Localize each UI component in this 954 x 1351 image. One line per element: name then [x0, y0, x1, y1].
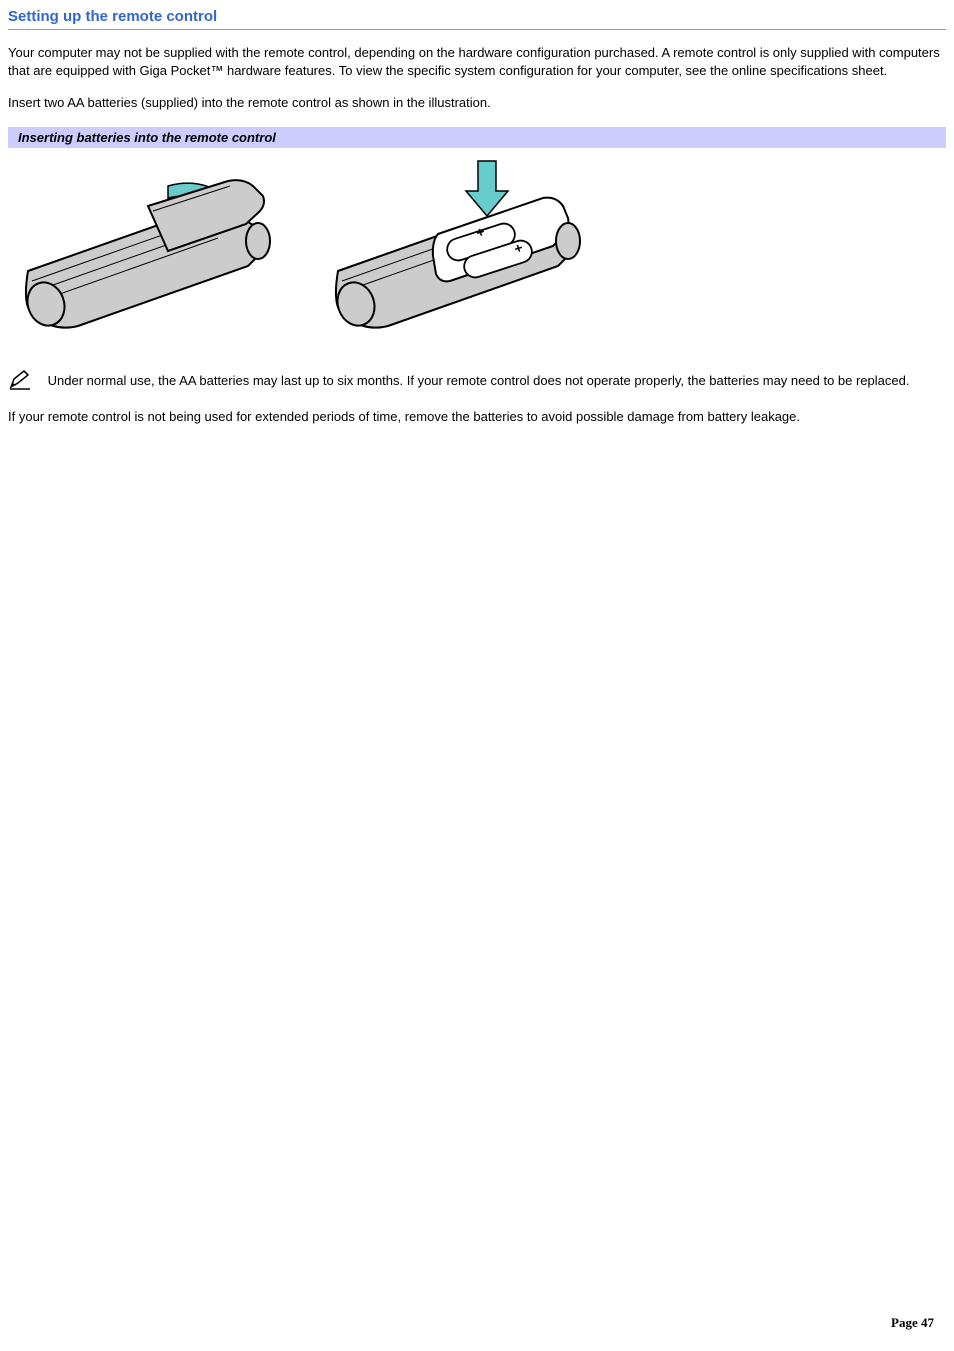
illustration-battery-insert: + + [328, 156, 608, 339]
intro-paragraph-2: Insert two AA batteries (supplied) into … [8, 94, 946, 112]
section-heading: Setting up the remote control [8, 8, 946, 30]
illustration-caption: Inserting batteries into the remote cont… [8, 127, 946, 148]
intro-paragraph-1: Your computer may not be supplied with t… [8, 44, 946, 80]
illustration-container: + + [8, 156, 946, 339]
note-text: Under normal use, the AA batteries may l… [48, 373, 910, 388]
pencil-note-icon [8, 369, 34, 394]
paragraph-3: If your remote control is not being used… [8, 408, 946, 426]
page-number: Page 47 [891, 1315, 934, 1331]
note-section: Under normal use, the AA batteries may l… [8, 369, 946, 394]
illustration-remote-cover [18, 156, 298, 339]
